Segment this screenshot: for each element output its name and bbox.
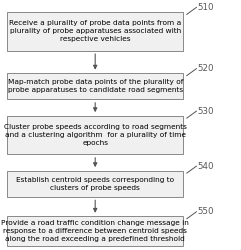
Text: 540: 540 <box>198 162 214 170</box>
Text: Cluster probe speeds according to road segments
and a clustering algorithm  for : Cluster probe speeds according to road s… <box>4 124 187 146</box>
Text: 550: 550 <box>198 207 214 216</box>
Text: 530: 530 <box>198 106 214 116</box>
FancyBboxPatch shape <box>7 170 183 197</box>
FancyBboxPatch shape <box>7 12 183 51</box>
Text: 510: 510 <box>198 3 214 12</box>
Text: Provide a road traffic condition change message in
response to a difference betw: Provide a road traffic condition change … <box>1 220 189 242</box>
Text: Establish centroid speeds corresponding to
clusters of probe speeds: Establish centroid speeds corresponding … <box>16 177 174 190</box>
Text: Receive a plurality of probe data points from a
plurality of probe apparatuses a: Receive a plurality of probe data points… <box>9 20 181 42</box>
Text: Map-match probe data points of the plurality of
probe apparatuses to candidate r: Map-match probe data points of the plura… <box>7 80 183 93</box>
FancyBboxPatch shape <box>7 73 183 99</box>
Text: 520: 520 <box>198 64 214 73</box>
FancyBboxPatch shape <box>7 216 183 246</box>
FancyBboxPatch shape <box>7 116 183 154</box>
